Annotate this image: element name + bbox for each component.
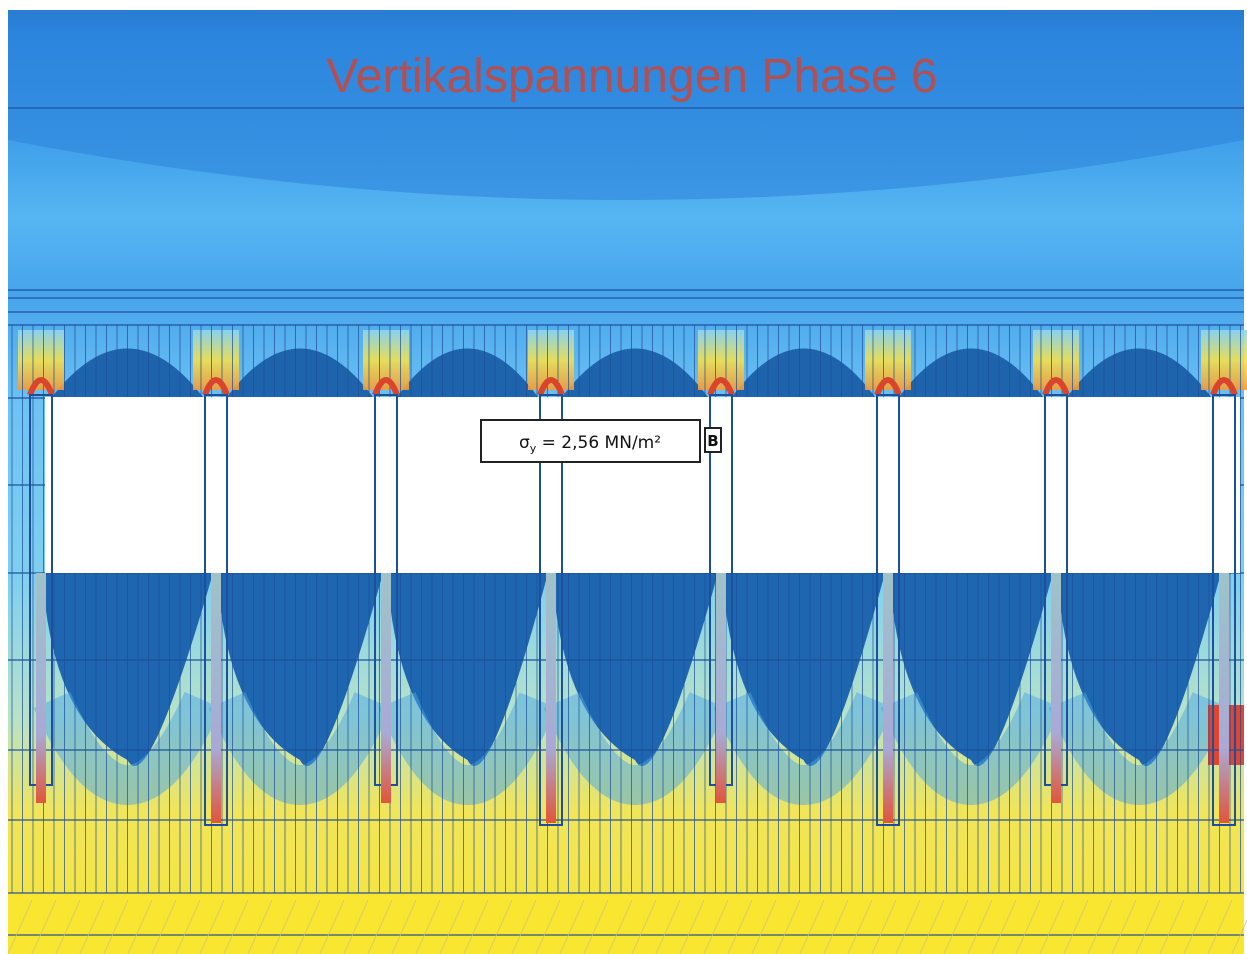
pile-body: [381, 573, 391, 803]
page: Vertikalspannungen Phase 6 σy = 2,56 MN/…: [0, 0, 1247, 954]
pile-body: [716, 573, 726, 803]
pile-body: [1051, 573, 1061, 803]
stress-plot: Vertikalspannungen Phase 6 σy = 2,56 MN/…: [0, 0, 1247, 954]
pile-body: [1219, 573, 1229, 823]
pile-body: [36, 573, 46, 803]
annotation-symbol: σ: [519, 433, 530, 453]
annotation-text: = 2,56 MN/m²: [536, 433, 661, 453]
pile-body: [546, 573, 556, 823]
pile-body: [211, 573, 221, 823]
pile-body: [883, 573, 893, 823]
title: Vertikalspannungen Phase 6: [326, 50, 937, 103]
marker: B: [707, 432, 718, 450]
annotation: σy = 2,56 MN/m²: [519, 433, 661, 455]
base-layer: [8, 893, 1244, 954]
